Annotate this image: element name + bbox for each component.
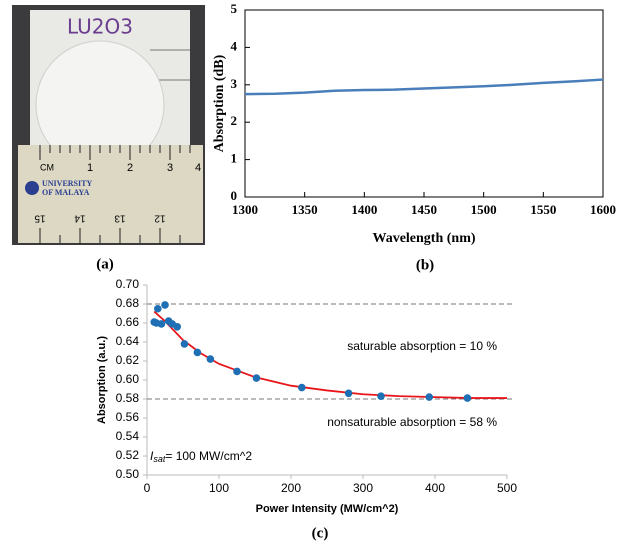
x-tick-label: 1350 (292, 202, 318, 217)
x-tick-label: 1400 (351, 202, 377, 217)
y-tick-label: 3 (231, 76, 238, 91)
x-tick-label: 300 (353, 481, 373, 495)
photo: LU2O3 CM 1 2 3 4 UNIVERSITY OF MALAYA 15… (12, 5, 205, 245)
data-point (233, 367, 241, 376)
data-point (252, 374, 261, 382)
y-tick-label: 0.54 (116, 429, 140, 443)
x-tick-label: 0 (144, 481, 151, 495)
data-point (344, 389, 353, 398)
isat-symbol: I (150, 449, 154, 463)
x-tick-label: 1500 (471, 202, 497, 217)
logo-text: OF MALAYA (42, 188, 90, 197)
annotation: nonsaturable absorption = 58 % (327, 415, 497, 429)
x-axis-label: Power Intensity (MW/cm^2) (256, 503, 399, 515)
panel-label: (a) (96, 256, 114, 272)
x-tick-label: 400 (425, 481, 445, 495)
annotation: saturable absorption = 10 % (347, 339, 497, 353)
data-point (425, 393, 434, 401)
y-tick-label: 0.64 (116, 334, 140, 348)
x-tick-label: 200 (281, 481, 301, 495)
y-axis-label: Absorption (dB) (212, 54, 227, 152)
data-point (463, 394, 472, 402)
panel-label: (b) (416, 257, 434, 273)
plot-frame (244, 9, 604, 198)
fit-curve (153, 310, 507, 399)
data-point (157, 320, 166, 328)
ruler-number: 13 (114, 212, 126, 223)
ruler-number: 4 (195, 162, 201, 174)
ruler-number: 15 (34, 212, 46, 223)
y-tick-label: 0.70 (116, 277, 140, 291)
x-tick-label: 500 (497, 481, 517, 495)
ruler-unit: CM (40, 162, 54, 172)
y-tick-label: 2 (231, 113, 238, 128)
y-tick-label: 0.62 (116, 353, 140, 367)
y-tick-label: 5 (231, 1, 238, 16)
y-tick-label: 0.58 (116, 391, 140, 405)
x-tick-label: 1450 (411, 202, 437, 217)
ruler-number: 3 (167, 162, 173, 174)
isat-subscript: sat (153, 454, 166, 464)
sample-label: LU2O3 (67, 15, 133, 39)
x-tick-label: 1300 (232, 202, 258, 217)
ruler (18, 145, 203, 243)
isat-text: = 100 MW/cm^2 (165, 449, 252, 463)
data-point (161, 301, 169, 309)
ruler-number: 14 (74, 212, 86, 223)
y-tick-label: 0.66 (116, 315, 140, 329)
y-tick-label: 0.60 (116, 372, 140, 386)
panel-label: (c) (312, 525, 329, 541)
data-line (244, 78, 604, 96)
x-tick-label: 100 (209, 481, 229, 495)
y-tick-label: 0.50 (116, 467, 140, 481)
ruler-number: 2 (127, 162, 133, 174)
ruler-number: 12 (154, 212, 166, 223)
x-tick-label: 1600 (590, 202, 616, 217)
y-tick-label: 0.56 (116, 410, 140, 424)
y-tick-label: 0.68 (116, 296, 140, 310)
y-tick-label: 0 (231, 188, 238, 203)
data-point (173, 323, 182, 331)
data-point (180, 340, 189, 348)
data-point (206, 355, 215, 363)
y-tick-label: 1 (231, 151, 238, 166)
data-point (377, 392, 385, 400)
y-axis-label: Absorption (a.u.) (96, 336, 108, 424)
logo-crest (25, 181, 39, 195)
logo-text: UNIVERSITY (42, 179, 92, 188)
data-point (298, 383, 306, 392)
y-tick-label: 0.52 (116, 448, 140, 462)
data-point (193, 348, 202, 357)
x-axis-label: Wavelength (nm) (372, 231, 475, 246)
y-tick-label: 4 (231, 38, 238, 53)
ruler-number: 1 (87, 162, 93, 174)
isat-annotation: Isat= 100 MW/cm^2 (150, 449, 252, 464)
data-point (154, 304, 162, 313)
ruler-ticks (39, 145, 191, 243)
x-tick-label: 1550 (530, 202, 556, 217)
